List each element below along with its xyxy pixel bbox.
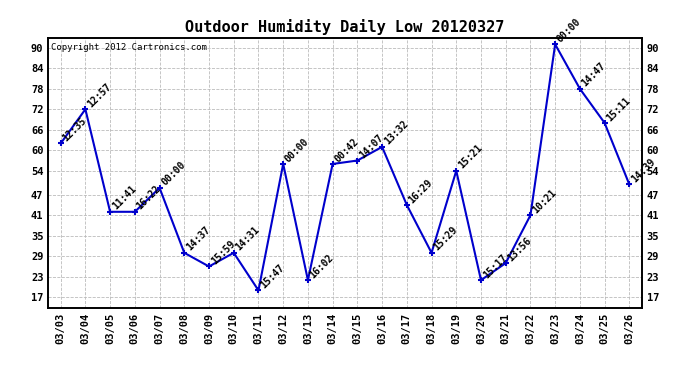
Text: 00:00: 00:00 (159, 160, 188, 188)
Text: 00:42: 00:42 (333, 136, 360, 164)
Text: 12:35: 12:35 (61, 116, 88, 144)
Text: Copyright 2012 Cartronics.com: Copyright 2012 Cartronics.com (51, 43, 207, 52)
Text: 15:11: 15:11 (604, 95, 633, 123)
Text: 14:47: 14:47 (580, 61, 608, 89)
Text: 14:37: 14:37 (184, 225, 212, 253)
Text: 15:17: 15:17 (481, 252, 509, 280)
Text: 14:07: 14:07 (357, 133, 385, 160)
Text: 15:47: 15:47 (259, 262, 286, 290)
Text: 15:21: 15:21 (456, 143, 484, 171)
Text: 14:31: 14:31 (234, 225, 262, 253)
Text: 00:00: 00:00 (555, 16, 583, 44)
Text: 14:39: 14:39 (629, 157, 657, 184)
Text: 11:41: 11:41 (110, 184, 138, 212)
Text: 16:29: 16:29 (407, 177, 435, 205)
Text: 15:29: 15:29 (431, 225, 460, 253)
Text: 12:57: 12:57 (86, 81, 113, 109)
Text: 15:59: 15:59 (209, 238, 237, 267)
Text: 13:32: 13:32 (382, 119, 410, 147)
Text: 10:21: 10:21 (531, 188, 558, 215)
Text: 16:02: 16:02 (308, 252, 336, 280)
Text: 13:56: 13:56 (506, 235, 533, 263)
Text: 16:22: 16:22 (135, 184, 163, 212)
Title: Outdoor Humidity Daily Low 20120327: Outdoor Humidity Daily Low 20120327 (186, 19, 504, 35)
Text: 00:00: 00:00 (283, 136, 311, 164)
